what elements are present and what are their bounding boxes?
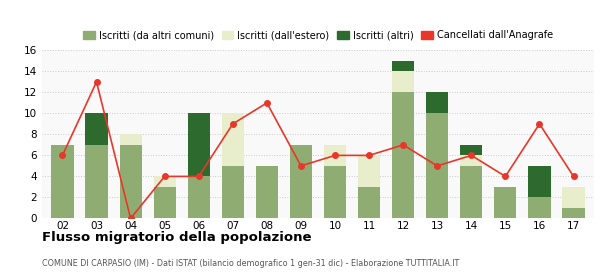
Legend: Iscritti (da altri comuni), Iscritti (dall'estero), Iscritti (altri), Cancellati: Iscritti (da altri comuni), Iscritti (da…	[81, 28, 555, 42]
Bar	[85, 113, 107, 145]
Bar	[460, 155, 482, 166]
Bar	[290, 145, 312, 218]
Bar	[392, 61, 414, 71]
Bar	[85, 145, 107, 218]
Bar	[188, 113, 210, 176]
Bar	[154, 176, 176, 187]
Bar	[222, 113, 244, 166]
Bar	[119, 134, 142, 145]
Bar	[562, 187, 584, 208]
Bar	[562, 208, 584, 218]
Bar	[358, 187, 380, 218]
Bar	[52, 145, 74, 218]
Bar	[324, 166, 346, 218]
Bar	[188, 176, 210, 218]
Bar	[222, 166, 244, 218]
Bar	[119, 145, 142, 218]
Text: COMUNE DI CARPASIO (IM) - Dati ISTAT (bilancio demografico 1 gen-31 dic) - Elabo: COMUNE DI CARPASIO (IM) - Dati ISTAT (bi…	[42, 259, 459, 268]
Bar	[529, 197, 551, 218]
Bar	[154, 187, 176, 218]
Bar	[392, 92, 414, 218]
Text: Flusso migratorio della popolazione: Flusso migratorio della popolazione	[42, 231, 311, 244]
Bar	[460, 166, 482, 218]
Bar	[529, 166, 551, 197]
Bar	[494, 187, 517, 218]
Bar	[256, 166, 278, 218]
Bar	[426, 92, 448, 113]
Bar	[460, 145, 482, 155]
Bar	[426, 113, 448, 218]
Bar	[324, 145, 346, 166]
Bar	[392, 71, 414, 92]
Bar	[358, 155, 380, 187]
